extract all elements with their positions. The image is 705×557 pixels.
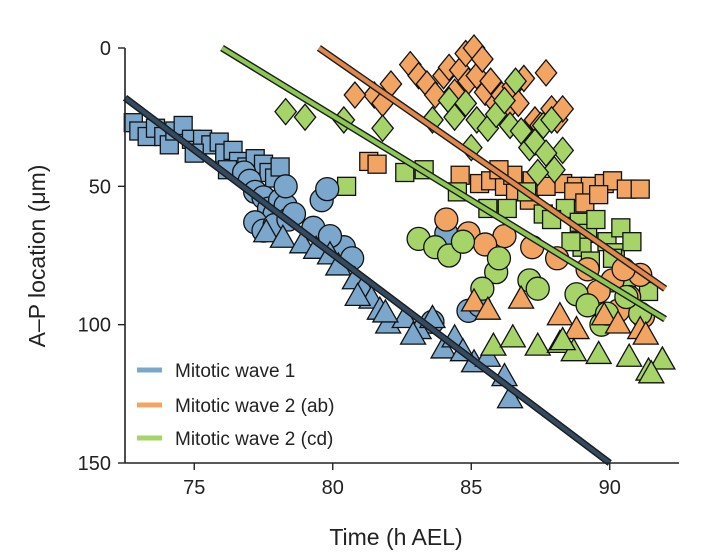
- data-point-diamond: [479, 67, 503, 96]
- data-point-square: [497, 198, 517, 219]
- data-point-square: [630, 179, 650, 199]
- data-point-triangle: [637, 359, 665, 384]
- fit-line-wave2cd: [220, 46, 667, 321]
- data-point-square: [336, 176, 357, 196]
- data-point-triangle: [474, 295, 502, 320]
- y-tick-label: 0: [100, 38, 111, 60]
- data-point-triangle: [269, 223, 297, 248]
- data-point-diamond: [343, 81, 367, 110]
- data-point-circle: [525, 276, 550, 301]
- legend: Mitotic wave 1 Mitotic wave 2 (ab) Mitot…: [137, 361, 334, 450]
- data-point-diamond: [504, 67, 528, 96]
- y-tick-label: 150: [78, 453, 111, 475]
- data-point-triangle: [590, 301, 618, 326]
- data-point-triangle: [615, 342, 643, 367]
- data-point-triangle: [252, 218, 280, 243]
- data-point-triangle: [549, 326, 577, 351]
- data-point-triangle: [399, 320, 427, 345]
- data-point-circle: [486, 246, 512, 271]
- data-point-circle: [434, 207, 459, 232]
- data-point-diamond: [492, 86, 516, 115]
- legend-label-wave1: Mitotic wave 1: [175, 361, 295, 382]
- data-point-diamond: [454, 89, 478, 118]
- x-tick-label: 80: [322, 477, 344, 499]
- data-point-square: [270, 157, 290, 177]
- axes: [124, 48, 679, 464]
- data-point-diamond: [542, 155, 566, 184]
- data-point-circle: [273, 174, 298, 199]
- data-point-triangle: [604, 309, 632, 334]
- data-point-triangle: [499, 323, 527, 348]
- x-tick-label: 85: [460, 477, 482, 499]
- legend-label-wave2cd: Mitotic wave 2 (cd): [175, 429, 333, 450]
- data-point-triangle: [632, 320, 660, 345]
- data-point-diamond: [551, 136, 575, 165]
- data-point-diamond: [534, 58, 558, 87]
- data-point-circle: [450, 229, 476, 254]
- data-point-square: [589, 184, 609, 205]
- x-axis-ticks: 75 80 85 90: [183, 463, 621, 499]
- data-point-diamond: [443, 103, 467, 132]
- data-point-diamond: [407, 61, 431, 90]
- y-axis-title: A–P location (μm): [24, 165, 50, 348]
- data-point-triangle: [585, 340, 613, 365]
- data-point-triangle: [546, 301, 574, 326]
- data-point-square: [367, 154, 387, 174]
- data-point-triangle: [562, 315, 591, 340]
- data-point-triangle: [288, 229, 316, 254]
- data-point-triangle: [524, 331, 552, 356]
- x-axis-title: Time (h AEL): [329, 524, 462, 550]
- data-point-diamond: [423, 81, 447, 110]
- data-point-triangle: [479, 331, 508, 356]
- data-point-triangle: [344, 282, 372, 307]
- data-point-diamond: [459, 133, 483, 162]
- data-point-diamond: [470, 45, 494, 74]
- y-axis-ticks: 0 50 100 150: [78, 38, 125, 475]
- y-tick-label: 50: [89, 176, 111, 198]
- data-point-square: [622, 232, 642, 252]
- legend-label-wave2ab: Mitotic wave 2 (ab): [175, 396, 334, 417]
- data-point-diamond: [540, 105, 564, 134]
- data-point-triangle: [507, 284, 535, 309]
- data-point-diamond: [293, 103, 317, 132]
- plot-area: [123, 33, 676, 409]
- fit-line-wave2ab: [317, 46, 667, 291]
- x-tick-label: 90: [599, 477, 621, 499]
- data-point-circle: [315, 176, 340, 202]
- data-point-triangle: [460, 287, 488, 312]
- data-point-diamond: [274, 97, 298, 126]
- data-point-diamond: [371, 114, 395, 143]
- y-tick-label: 100: [78, 315, 111, 337]
- x-tick-label: 75: [183, 477, 205, 499]
- data-point-square: [586, 209, 606, 230]
- data-point-square: [561, 232, 581, 252]
- regression-lines: [122, 45, 668, 466]
- data-point-diamond: [526, 158, 550, 187]
- data-point-triangle: [371, 298, 399, 323]
- data-point-triangle: [648, 345, 676, 370]
- data-point-square: [450, 165, 470, 185]
- fit-line-wave1: [123, 96, 612, 465]
